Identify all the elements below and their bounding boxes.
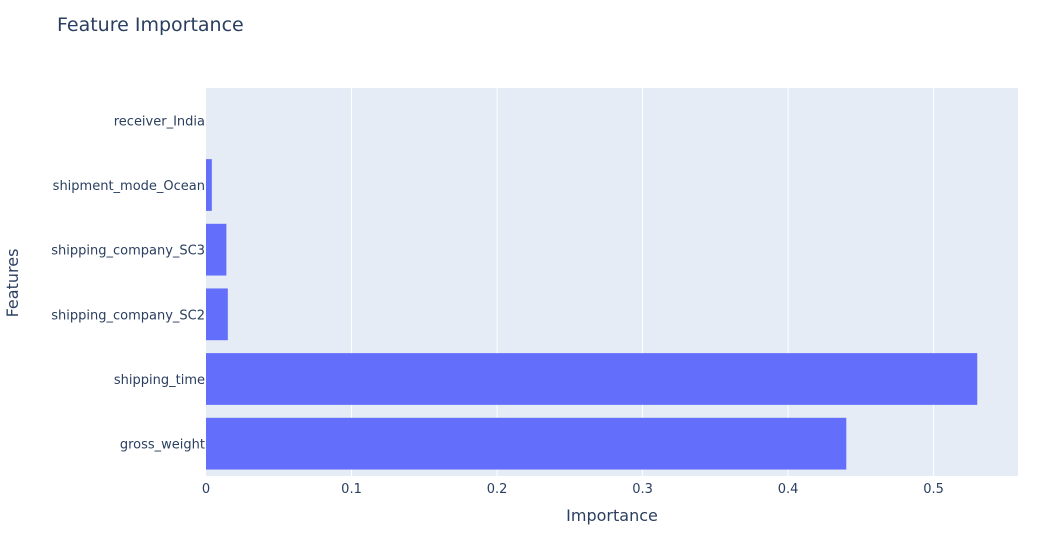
x-tick-label: 0.2 bbox=[487, 482, 508, 497]
bar-shipping_company_SC3 bbox=[206, 223, 227, 276]
bar-shipment_mode_Ocean bbox=[206, 159, 212, 211]
chart-title: Feature Importance bbox=[57, 14, 244, 36]
bar-shipping_time bbox=[206, 353, 978, 405]
x-tick-labels: 0 0.1 0.2 0.3 0.4 0.5 bbox=[202, 482, 944, 497]
x-axis-title: Importance bbox=[566, 506, 658, 525]
y-axis-title: Features bbox=[3, 249, 22, 318]
y-tick-label: shipment_mode_Ocean bbox=[53, 179, 205, 194]
x-tick-label: 0.4 bbox=[778, 482, 799, 497]
x-tick-label: 0.3 bbox=[632, 482, 653, 497]
plot-area bbox=[206, 88, 1018, 476]
y-tick-label: receiver_India bbox=[114, 114, 205, 129]
y-tick-label: gross_weight bbox=[120, 438, 205, 453]
y-tick-label: shipping_company_SC3 bbox=[51, 244, 205, 259]
y-tick-label: shipping_time bbox=[114, 373, 205, 388]
grid-lines bbox=[351, 88, 935, 476]
x-tick-label: 0.5 bbox=[923, 482, 944, 497]
y-tick-label: shipping_company_SC2 bbox=[51, 308, 205, 323]
bars bbox=[206, 159, 978, 470]
y-tick-labels: gross_weight shipping_time shipping_compan… bbox=[51, 114, 205, 452]
x-tick-label: 0 bbox=[202, 482, 210, 497]
bar-gross_weight bbox=[206, 417, 847, 470]
bar-shipping_company_SC2 bbox=[206, 288, 228, 341]
x-tick-label: 0.1 bbox=[341, 482, 362, 497]
